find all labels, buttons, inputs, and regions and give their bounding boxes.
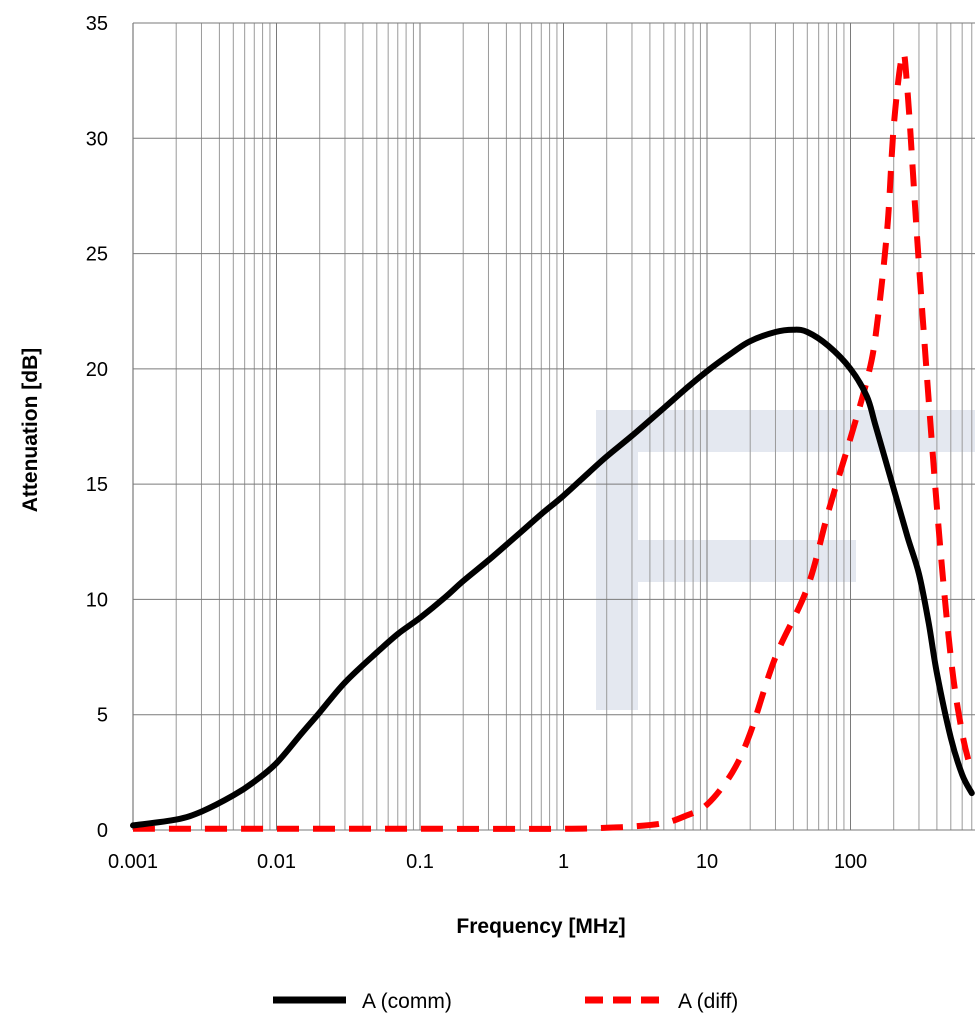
y-tick-label: 35 [86, 13, 108, 35]
y-tick-label: 15 [86, 474, 108, 496]
watermark-logo [596, 410, 975, 710]
legend-label-comm: A (comm) [362, 990, 452, 1013]
y-tick-label: 25 [86, 244, 108, 266]
chart-grid [132, 22, 975, 831]
watermark-bar-top [596, 410, 975, 452]
x-axis-title: Frequency [MHz] [456, 915, 625, 938]
x-tick-label: 100 [834, 851, 867, 873]
legend-label-diff: A (diff) [678, 990, 738, 1013]
series-line-comm [130, 326, 975, 829]
x-tick-label: 0.01 [257, 851, 296, 873]
x-tick-label: 1 [558, 851, 569, 873]
y-axis-title: Attenuation [dB] [19, 348, 42, 512]
y-tick-labels: 0 5 10 15 20 25 30 35 [86, 13, 108, 842]
y-tick-label: 0 [97, 820, 108, 842]
y-tick-label: 30 [86, 128, 108, 150]
series-layer [130, 50, 975, 832]
x-tick-labels: 0.001 0.01 0.1 1 10 100 [108, 851, 867, 873]
x-tick-label: 0.001 [108, 851, 158, 873]
y-tick-label: 20 [86, 359, 108, 381]
x-tick-label: 0.1 [406, 851, 434, 873]
y-tick-label: 10 [86, 589, 108, 611]
legend: A (comm) A (diff) [273, 990, 738, 1013]
y-tick-label: 5 [97, 705, 108, 727]
x-tick-label: 10 [696, 851, 718, 873]
series-line-diff [132, 50, 975, 832]
